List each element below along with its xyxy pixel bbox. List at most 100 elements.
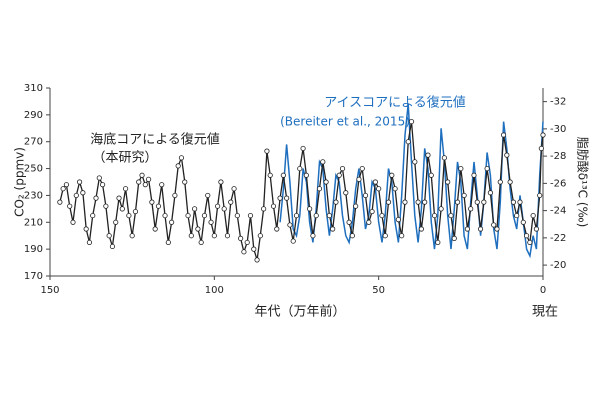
- data-point: [113, 219, 119, 225]
- y-tick-label: 170: [24, 271, 43, 282]
- data-point: [188, 233, 194, 239]
- data-point: [379, 212, 385, 219]
- data-point: [307, 206, 313, 212]
- data-point: [356, 176, 362, 182]
- data-point: [395, 217, 401, 223]
- data-point: [254, 257, 260, 263]
- data-point: [119, 206, 125, 212]
- data-point: [392, 186, 398, 192]
- data-point: [402, 199, 408, 205]
- data-point: [244, 239, 250, 246]
- data-point: [431, 212, 438, 219]
- y2-axis-label: 脂肪酸δ¹³C (‰): [576, 137, 591, 228]
- data-point: [297, 165, 303, 172]
- data-point: [428, 172, 434, 178]
- data-point: [73, 192, 79, 199]
- data-point: [182, 179, 188, 185]
- x-tick-label: 50: [372, 285, 385, 296]
- data-point: [303, 172, 309, 178]
- data-point: [172, 192, 178, 199]
- x-axis-label: 年代（万年前）: [254, 304, 345, 320]
- data-point: [310, 233, 316, 239]
- data-point: [67, 203, 73, 209]
- y-tick-label: 190: [24, 244, 43, 255]
- y2-tick-label: -22: [550, 233, 566, 244]
- data-point: [103, 203, 109, 209]
- data-point: [366, 219, 372, 225]
- data-point: [274, 226, 280, 232]
- data-point: [293, 212, 300, 219]
- data-point: [284, 195, 290, 201]
- data-point: [185, 212, 191, 219]
- data-point: [198, 239, 204, 246]
- data-point: [139, 172, 145, 178]
- data-point: [517, 199, 523, 205]
- data-point: [109, 243, 116, 250]
- data-point: [218, 179, 224, 185]
- data-point: [494, 226, 500, 232]
- data-point: [500, 132, 507, 138]
- data-point: [241, 249, 247, 255]
- data-point: [458, 165, 464, 172]
- data-point: [162, 212, 168, 219]
- data-point: [90, 212, 96, 219]
- y-tick-label: 270: [24, 137, 43, 148]
- data-point: [362, 192, 369, 199]
- data-point: [320, 159, 326, 165]
- x-tick-label: 100: [205, 285, 224, 296]
- data-point: [149, 199, 155, 205]
- data-point: [333, 199, 339, 205]
- data-point: [438, 206, 444, 212]
- data-point: [300, 145, 306, 152]
- data-point: [425, 152, 431, 158]
- data-point: [487, 190, 494, 196]
- data-point: [418, 226, 424, 232]
- data-point: [76, 179, 83, 185]
- data-point: [454, 199, 461, 205]
- data-point: [527, 239, 533, 246]
- data-point: [215, 203, 221, 209]
- data-point: [471, 172, 477, 178]
- data-point: [280, 172, 286, 178]
- data-point: [234, 212, 240, 219]
- data-point: [146, 176, 152, 182]
- data-point: [60, 186, 66, 192]
- data-point: [382, 233, 388, 239]
- data-point: [261, 206, 267, 212]
- y-tick-label: 210: [24, 217, 43, 228]
- data-point: [353, 203, 359, 209]
- data-point: [57, 199, 63, 205]
- data-point: [287, 222, 293, 228]
- y-tick-label: 250: [24, 164, 43, 175]
- data-point: [504, 152, 510, 158]
- y-tick-label: 230: [24, 190, 43, 201]
- data-point: [316, 186, 323, 192]
- data-point: [540, 132, 546, 138]
- data-point: [415, 199, 421, 205]
- data-point: [86, 239, 93, 246]
- data-point: [231, 186, 237, 192]
- data-point: [376, 186, 382, 192]
- data-point: [326, 212, 332, 219]
- data-point: [435, 239, 441, 246]
- data-point: [464, 226, 471, 232]
- data-point: [251, 246, 257, 252]
- data-point: [142, 182, 148, 188]
- data-point: [484, 165, 490, 172]
- data-point: [339, 165, 346, 172]
- x-tick-label: 150: [40, 285, 59, 296]
- data-point: [238, 235, 244, 241]
- data-point: [192, 206, 198, 212]
- data-point: [448, 212, 454, 219]
- data-point: [257, 233, 263, 239]
- data-point: [343, 190, 349, 196]
- data-point: [169, 219, 175, 225]
- data-point: [461, 192, 467, 199]
- data-point: [264, 148, 270, 154]
- data-point: [70, 219, 76, 225]
- data-point: [96, 175, 102, 181]
- data-point: [132, 208, 139, 215]
- data-point: [224, 233, 231, 239]
- y2-tick-label: -28: [550, 151, 566, 162]
- data-point: [422, 199, 428, 205]
